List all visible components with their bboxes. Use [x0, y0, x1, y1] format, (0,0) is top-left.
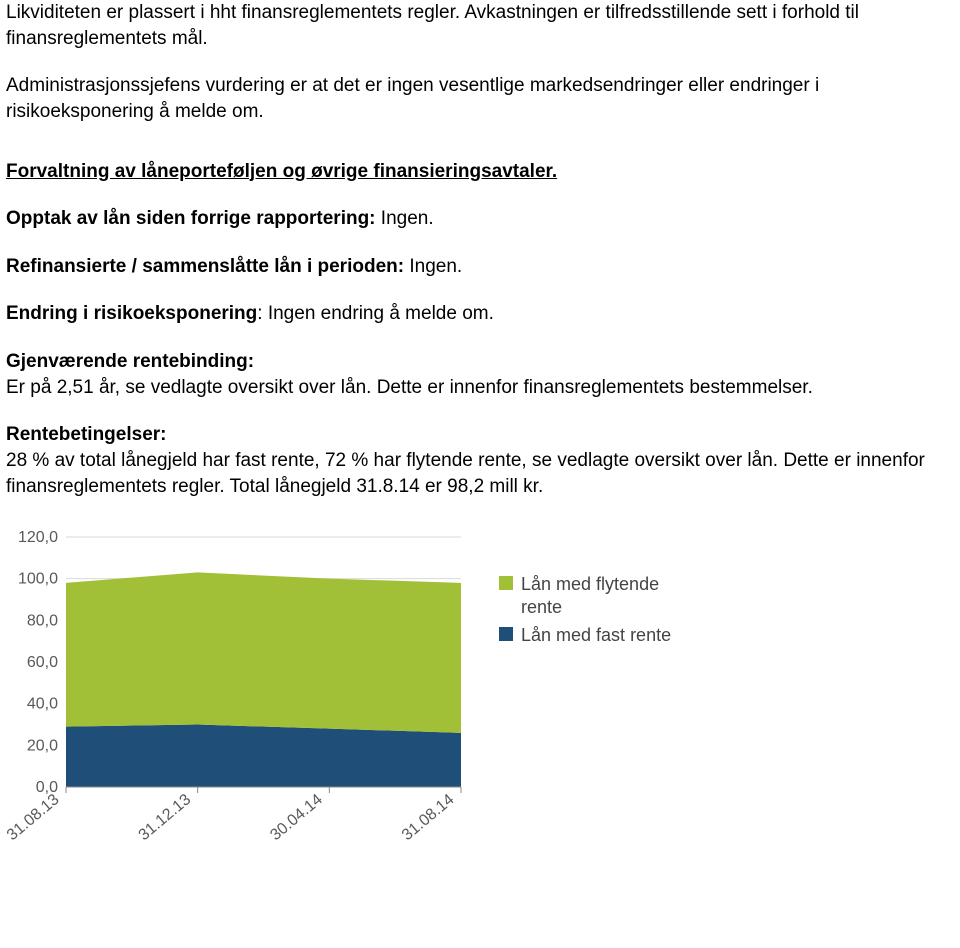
- svg-text:80,0: 80,0: [27, 613, 58, 630]
- svg-text:40,0: 40,0: [27, 696, 58, 713]
- legend-label: Lån med fast rente: [521, 624, 671, 647]
- svg-text:100,0: 100,0: [18, 571, 58, 588]
- paragraph-admin-assessment: Administrasjonssjefens vurdering er at d…: [6, 73, 948, 124]
- value-loan-uptake: Ingen.: [376, 208, 434, 229]
- paragraph-remaining-binding: Er på 2,51 år, se vedlagte oversikt over…: [6, 375, 948, 401]
- value-refinanced: Ingen.: [404, 256, 462, 277]
- svg-text:0,0: 0,0: [36, 779, 58, 796]
- label-refinanced: Refinansierte / sammenslåtte lån i perio…: [6, 256, 404, 277]
- chart-legend: Lån med flytende rente Lån med fast rente: [499, 527, 691, 653]
- legend-item: Lån med fast rente: [499, 624, 691, 647]
- svg-text:60,0: 60,0: [27, 654, 58, 671]
- label-risk-change: Endring i risikoeksponering: [6, 303, 257, 324]
- paragraph-liquidity: Likviditeten er plassert i hht finansreg…: [6, 0, 948, 51]
- legend-label: Lån med flytende rente: [521, 573, 691, 618]
- svg-text:31.08.13: 31.08.13: [6, 791, 63, 844]
- svg-text:30.04.14: 30.04.14: [267, 791, 326, 844]
- paragraph-interest-terms: 28 % av total lånegjeld har fast rente, …: [6, 448, 948, 499]
- value-risk-change: : Ingen endring å melde om.: [257, 303, 494, 324]
- legend-swatch: [499, 576, 513, 590]
- paragraph-refinanced: Refinansierte / sammenslåtte lån i perio…: [6, 254, 948, 280]
- svg-text:120,0: 120,0: [18, 529, 58, 546]
- heading-loan-portfolio: Forvaltning av låneporteføljen og øvrige…: [6, 159, 948, 185]
- svg-text:20,0: 20,0: [27, 738, 58, 755]
- svg-text:31.08.14: 31.08.14: [399, 791, 458, 844]
- paragraph-risk-change: Endring i risikoeksponering: Ingen endri…: [6, 301, 948, 327]
- label-interest-terms: Rentebetingelser:: [6, 422, 948, 448]
- loan-area-chart: 0,0 20,0 40,0 60,0 80,0 100,0 120,0 31.08.13 31.…: [6, 527, 481, 862]
- svg-text:31.12.13: 31.12.13: [136, 791, 195, 844]
- legend-item: Lån med flytende rente: [499, 573, 691, 618]
- legend-swatch: [499, 627, 513, 641]
- label-loan-uptake: Opptak av lån siden forrige rapportering…: [6, 208, 376, 229]
- label-remaining-binding: Gjenværende rentebinding:: [6, 349, 948, 375]
- paragraph-loan-uptake: Opptak av lån siden forrige rapportering…: [6, 206, 948, 232]
- loan-chart-container: 0,0 20,0 40,0 60,0 80,0 100,0 120,0 31.08.13 31.…: [6, 527, 948, 862]
